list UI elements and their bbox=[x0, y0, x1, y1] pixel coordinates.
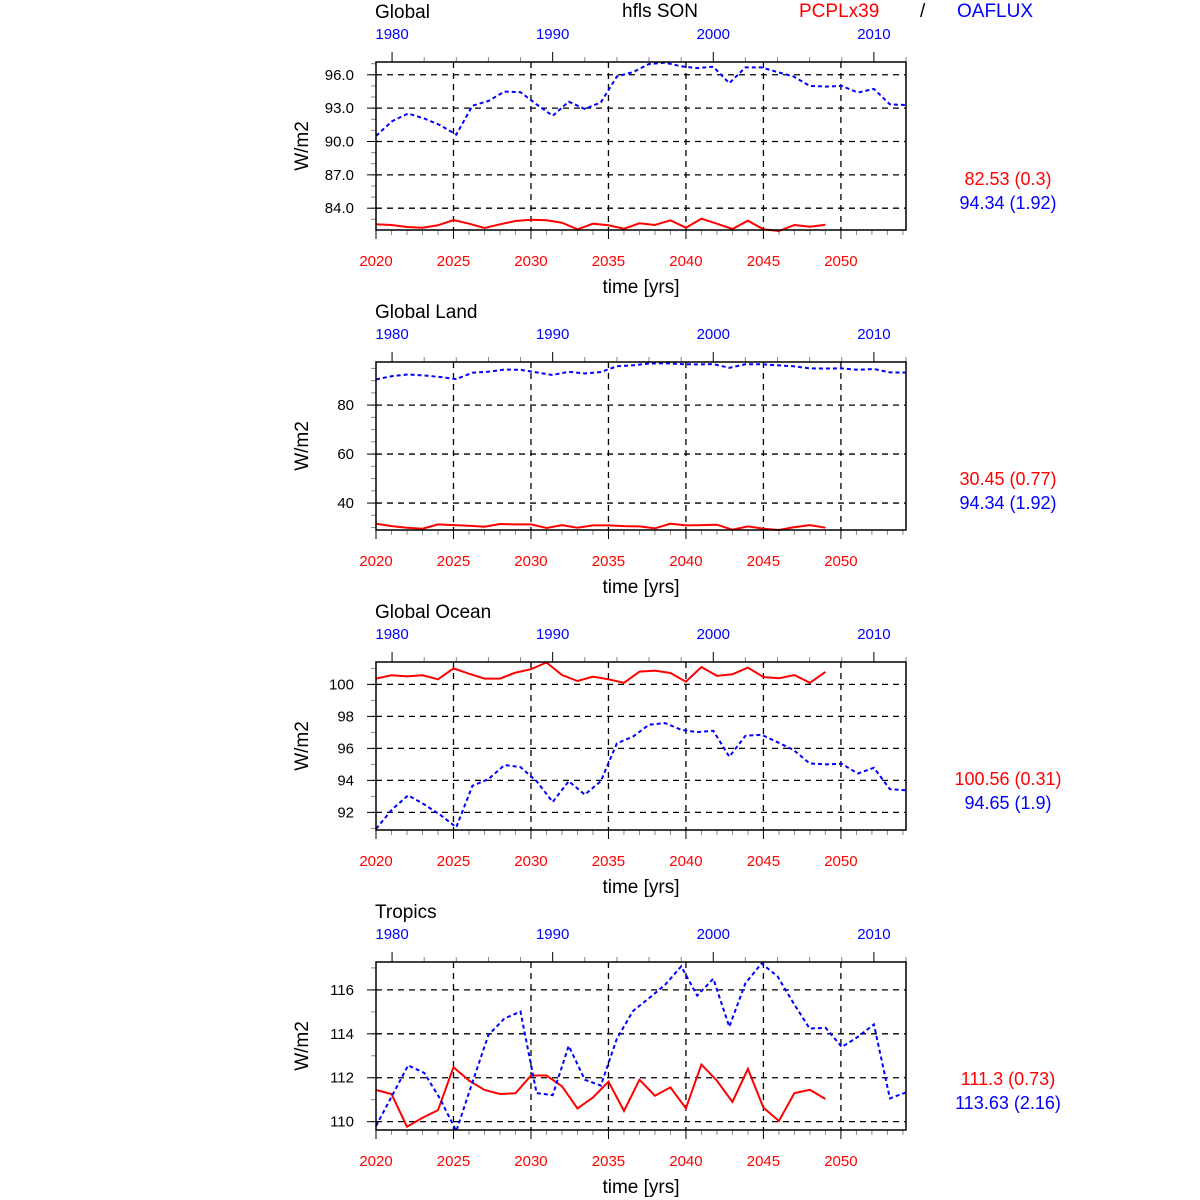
plot-frame bbox=[375, 61, 907, 231]
x-tick-label-bottom: 2025 bbox=[437, 253, 470, 270]
x-tick-label-bottom: 2050 bbox=[824, 853, 857, 870]
series-line-oaflux bbox=[375, 722, 907, 830]
series-line-oaflux bbox=[375, 362, 907, 381]
series-line-oaflux bbox=[375, 962, 907, 1134]
y-tick-label: 112 bbox=[330, 1070, 354, 1087]
x-tick-label-bottom: 2035 bbox=[592, 553, 625, 570]
panel-title: Global Land bbox=[375, 302, 477, 323]
x-axis-label: time [yrs] bbox=[602, 877, 679, 898]
x-tick-label-top: 1990 bbox=[536, 926, 569, 943]
x-tick-label-bottom: 2040 bbox=[669, 553, 702, 570]
series-line-model bbox=[375, 522, 826, 532]
x-tick-label-bottom: 2045 bbox=[747, 853, 780, 870]
series-line-oaflux bbox=[375, 61, 907, 137]
x-tick-label-bottom: 2025 bbox=[437, 853, 470, 870]
x-tick-label-top: 2000 bbox=[697, 26, 730, 43]
y-axis-label: W/m2 bbox=[292, 1021, 313, 1071]
y-tick-label: 100 bbox=[329, 676, 354, 693]
plot-frame bbox=[375, 661, 907, 831]
y-tick-label: 116 bbox=[330, 982, 354, 999]
y-tick-label: 114 bbox=[330, 1026, 354, 1043]
x-tick-label-top: 2010 bbox=[857, 926, 890, 943]
x-tick-label-bottom: 2045 bbox=[747, 1153, 780, 1170]
y-tick-label: 80 bbox=[337, 397, 354, 414]
x-tick-label-top: 1980 bbox=[375, 26, 408, 43]
x-tick-label-top: 1980 bbox=[375, 626, 408, 643]
series-line-model bbox=[375, 217, 826, 233]
header-model-label: PCPLx39 bbox=[799, 1, 880, 22]
y-tick-label: 93.0 bbox=[325, 100, 354, 117]
x-tick-label-top: 2010 bbox=[857, 326, 890, 343]
header-separator: / bbox=[920, 1, 926, 22]
x-tick-label-bottom: 2040 bbox=[669, 253, 702, 270]
y-tick-label: 60 bbox=[337, 446, 354, 463]
x-tick-label-top: 2000 bbox=[697, 326, 730, 343]
x-tick-label-bottom: 2030 bbox=[514, 253, 547, 270]
x-tick-label-bottom: 2045 bbox=[747, 253, 780, 270]
stat-model: 82.53 (0.3) bbox=[964, 169, 1051, 189]
x-tick-label-bottom: 2040 bbox=[669, 1153, 702, 1170]
x-tick-label-top: 1990 bbox=[536, 326, 569, 343]
x-tick-label-bottom: 2035 bbox=[592, 853, 625, 870]
plot-frame bbox=[375, 361, 907, 531]
stat-obs: 94.34 (1.92) bbox=[959, 493, 1056, 513]
x-tick-label-bottom: 2040 bbox=[669, 853, 702, 870]
y-tick-label: 92 bbox=[337, 804, 354, 821]
stat-obs: 113.63 (2.16) bbox=[955, 1093, 1061, 1113]
y-tick-label: 98 bbox=[337, 708, 354, 725]
x-axis-label: time [yrs] bbox=[602, 1177, 679, 1198]
x-tick-label-bottom: 2025 bbox=[437, 553, 470, 570]
header-variable: hfls SON bbox=[622, 1, 699, 22]
y-tick-label: 87.0 bbox=[325, 167, 354, 184]
x-axis-label: time [yrs] bbox=[602, 277, 679, 298]
x-tick-label-bottom: 2050 bbox=[824, 253, 857, 270]
y-tick-label: 110 bbox=[330, 1114, 354, 1131]
y-tick-label: 90.0 bbox=[325, 133, 354, 150]
x-tick-label-top: 1980 bbox=[375, 926, 408, 943]
y-axis-label: W/m2 bbox=[292, 421, 313, 471]
x-tick-label-top: 2000 bbox=[697, 626, 730, 643]
stat-model: 111.3 (0.73) bbox=[961, 1069, 1055, 1089]
x-tick-label-top: 2010 bbox=[857, 626, 890, 643]
x-tick-label-top: 1980 bbox=[375, 326, 408, 343]
x-tick-label-bottom: 2030 bbox=[514, 553, 547, 570]
y-tick-label: 96 bbox=[337, 740, 354, 757]
x-tick-label-bottom: 2035 bbox=[592, 253, 625, 270]
stat-obs: 94.65 (1.9) bbox=[964, 793, 1051, 813]
x-tick-label-top: 1990 bbox=[536, 26, 569, 43]
x-tick-label-top: 1990 bbox=[536, 626, 569, 643]
x-tick-label-bottom: 2050 bbox=[824, 553, 857, 570]
x-tick-label-bottom: 2035 bbox=[592, 1153, 625, 1170]
y-tick-label: 84.0 bbox=[325, 200, 354, 217]
x-tick-label-bottom: 2025 bbox=[437, 1153, 470, 1170]
x-tick-label-bottom: 2030 bbox=[514, 853, 547, 870]
y-tick-label: 94 bbox=[337, 772, 354, 789]
stat-model: 30.45 (0.77) bbox=[959, 469, 1056, 489]
y-axis-label: W/m2 bbox=[292, 121, 313, 171]
y-tick-label: 96.0 bbox=[325, 67, 354, 84]
x-tick-label-bottom: 2020 bbox=[359, 1153, 392, 1170]
x-tick-label-top: 2000 bbox=[697, 926, 730, 943]
stat-model: 100.56 (0.31) bbox=[954, 769, 1061, 789]
x-tick-label-bottom: 2020 bbox=[359, 853, 392, 870]
x-tick-label-top: 2010 bbox=[857, 26, 890, 43]
y-axis-label: W/m2 bbox=[292, 721, 313, 771]
x-tick-label-bottom: 2020 bbox=[359, 553, 392, 570]
x-tick-label-bottom: 2045 bbox=[747, 553, 780, 570]
header-obs-label: OAFLUX bbox=[957, 1, 1034, 22]
x-tick-label-bottom: 2050 bbox=[824, 1153, 857, 1170]
x-tick-label-bottom: 2030 bbox=[514, 1153, 547, 1170]
series-line-model bbox=[375, 1062, 826, 1129]
x-tick-label-bottom: 2020 bbox=[359, 253, 392, 270]
series-line-model bbox=[375, 661, 826, 684]
stat-obs: 94.34 (1.92) bbox=[959, 193, 1056, 213]
plot-frame bbox=[375, 961, 907, 1131]
panel-title: Global bbox=[375, 2, 430, 23]
panel-title: Global Ocean bbox=[375, 602, 491, 623]
y-tick-label: 40 bbox=[337, 495, 354, 512]
panel-title: Tropics bbox=[375, 902, 437, 923]
x-axis-label: time [yrs] bbox=[602, 577, 679, 598]
